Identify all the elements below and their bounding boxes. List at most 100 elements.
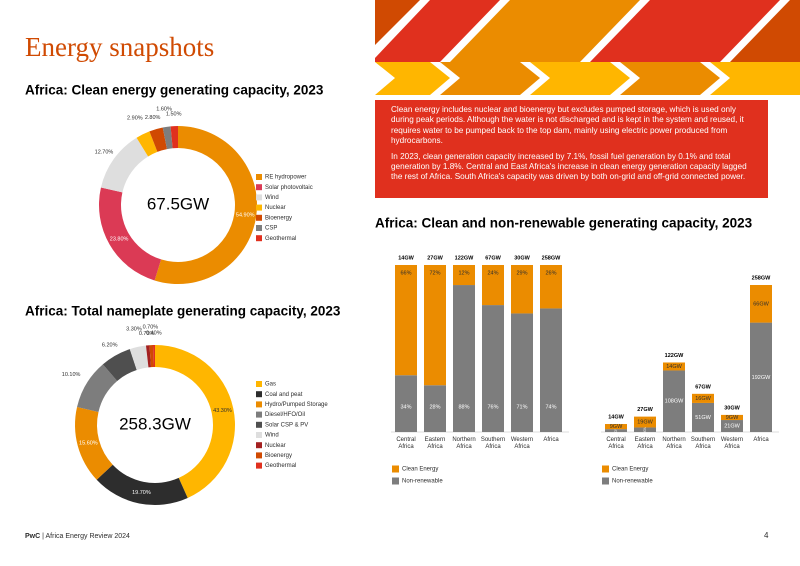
total-label: 27GW: [637, 407, 653, 413]
bar-segment: [511, 313, 533, 432]
note-paragraph: In 2023, clean generation capacity incre…: [391, 151, 747, 182]
donut-segment: [136, 131, 158, 157]
value-label: 1.60%: [156, 106, 172, 112]
legend-swatch: [256, 174, 262, 180]
value-label: 12%: [458, 270, 469, 276]
bar-segment: [634, 416, 656, 428]
legend-swatch: [256, 462, 262, 469]
legend-label: Geothermal: [265, 463, 296, 469]
value-label: 51GW: [695, 415, 711, 421]
value-label: 19GW: [637, 419, 653, 425]
value-label: 3.30%: [126, 327, 142, 333]
value-label: 29%: [516, 270, 527, 276]
total-label: 14GW: [608, 414, 624, 420]
legend-label: Solar photovoltaic: [265, 185, 313, 191]
center-label: 67.5GW: [147, 194, 209, 213]
bar-segment: [663, 370, 685, 432]
value-label: 5GW: [613, 426, 618, 435]
value-label: 6.20%: [102, 342, 118, 348]
value-label: 28%: [429, 404, 440, 410]
legend-swatch: [256, 184, 262, 191]
bar-segment: [721, 420, 743, 432]
value-label: 192GW: [752, 375, 771, 381]
value-label: 76%: [487, 404, 498, 410]
x-tick-label: Eastern Africa: [424, 437, 446, 450]
donut-segment: [170, 126, 178, 149]
legend-label: Bioenergy: [265, 453, 292, 459]
bar-segment: [721, 414, 743, 421]
legend-swatch: [602, 465, 609, 473]
footer: PwC | Africa Energy Review 2024: [25, 533, 130, 540]
legend-swatch: [602, 477, 609, 485]
legend-swatch: [392, 477, 399, 485]
x-tick-label: Africa: [543, 437, 559, 443]
donut-segment: [77, 364, 118, 412]
value-label: 54.90%: [236, 213, 255, 219]
value-label: 34%: [400, 404, 411, 410]
legend-swatch: [256, 381, 262, 387]
value-label: 108GW: [665, 399, 684, 405]
x-tick-label: Southern Africa: [480, 437, 506, 450]
note-box: Clean energy includes nuclear and bioene…: [375, 100, 768, 198]
value-label: 19.70%: [132, 490, 151, 496]
footer-brand: PwC: [25, 533, 41, 540]
x-tick-label: Central Africa: [396, 437, 416, 450]
value-label: 9GW: [726, 415, 739, 421]
total-label: 258GW: [752, 275, 771, 281]
donut-segment: [155, 345, 236, 499]
legend-label: Non-renewable: [402, 479, 443, 485]
total-label: 30GW: [724, 405, 740, 411]
value-label: 0.40%: [146, 330, 162, 336]
donut-segment: [162, 126, 173, 150]
legend-label: Wind: [265, 433, 279, 439]
value-label: 66GW: [753, 301, 769, 307]
bar-segment: [395, 265, 417, 376]
total-label: 27GW: [427, 255, 443, 261]
center-label: 258.3GW: [119, 414, 191, 433]
value-label: 66%: [400, 270, 411, 276]
x-tick-label: Western Africa: [510, 437, 534, 450]
legend-swatch: [256, 391, 262, 398]
legend-swatch: [392, 465, 399, 473]
legend-label: Non-renewable: [612, 479, 653, 485]
bar-segment: [605, 429, 627, 432]
bar-segment: [634, 427, 656, 432]
legend-label: Nuclear: [265, 443, 286, 449]
bar-segment: [424, 265, 446, 386]
legend-swatch: [256, 225, 262, 231]
chart-title: Africa: Clean and non-renewable generati…: [375, 216, 753, 231]
bar-segment: [453, 285, 475, 432]
legend-swatch: [256, 421, 262, 428]
value-label: 74%: [545, 404, 556, 410]
value-label: 43.30%: [213, 408, 232, 414]
value-label: 26%: [545, 270, 556, 276]
value-label: 12.70%: [95, 150, 114, 156]
value-label: 2.90%: [127, 116, 143, 122]
bar-segment: [453, 265, 475, 286]
legend-label: Solar CSP & PV: [265, 422, 308, 428]
legend-swatch: [256, 204, 262, 211]
legend-label: Bioenergy: [265, 215, 292, 221]
legend-label: Clean Energy: [402, 467, 438, 473]
chart-title: Africa: Total nameplate generating capac…: [25, 304, 341, 319]
legend-swatch: [256, 411, 262, 418]
value-label: 16GW: [695, 396, 711, 402]
value-label: 1.50%: [166, 112, 182, 118]
legend-label: RE hydropower: [265, 175, 306, 181]
value-label: 23.80%: [110, 236, 129, 242]
legend-swatch: [256, 432, 262, 438]
bar-segment: [540, 308, 562, 432]
x-tick-label: Africa: [753, 437, 769, 443]
bar-segment: [424, 385, 446, 432]
total-label: 14GW: [398, 255, 414, 261]
total-label: 258GW: [542, 255, 561, 261]
legend-label: Gas: [265, 382, 276, 388]
x-tick-label: Western Africa: [720, 437, 744, 450]
footer-text: | Africa Energy Review 2024: [42, 533, 130, 540]
legend-label: Wind: [265, 195, 279, 201]
donut-segment: [99, 187, 162, 281]
donut-segment: [149, 345, 154, 368]
value-label: 88%: [458, 404, 469, 410]
donut-segment: [154, 126, 257, 284]
bar-segment: [482, 305, 504, 432]
